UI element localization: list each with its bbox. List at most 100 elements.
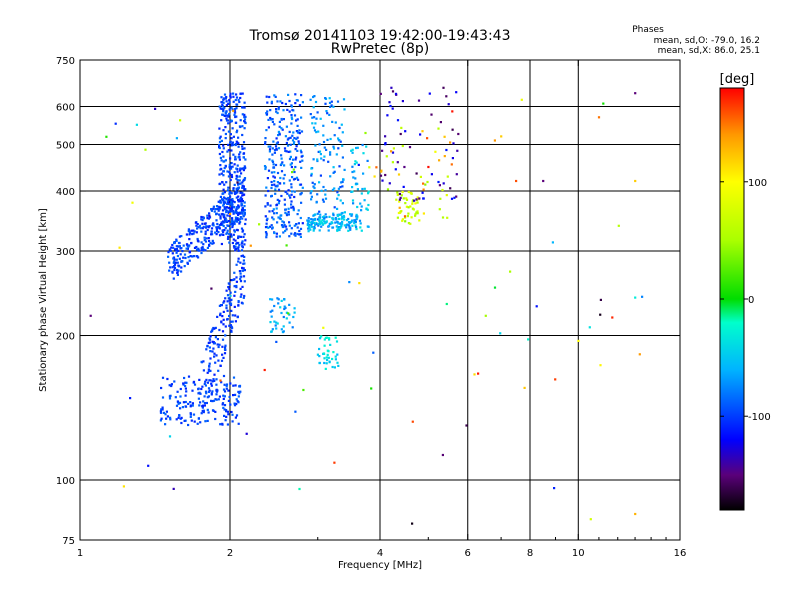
- data-point: [284, 306, 287, 309]
- data-point: [356, 215, 359, 218]
- data-point: [233, 201, 236, 204]
- data-point: [235, 187, 238, 190]
- data-point: [274, 145, 278, 148]
- data-point: [213, 373, 216, 376]
- data-point: [224, 297, 227, 300]
- data-point: [222, 110, 225, 113]
- data-point: [223, 352, 227, 355]
- data-point: [390, 150, 393, 153]
- data-point: [284, 190, 287, 193]
- data-point: [206, 217, 209, 220]
- data-point: [178, 245, 181, 248]
- data-point: [296, 118, 299, 121]
- data-point: [415, 211, 418, 214]
- data-point: [238, 222, 241, 225]
- data-point: [192, 232, 195, 235]
- data-point: [229, 210, 232, 213]
- data-point: [399, 211, 402, 214]
- data-point: [404, 216, 407, 219]
- data-point: [239, 235, 242, 238]
- data-point: [197, 392, 200, 395]
- data-point: [241, 217, 244, 220]
- data-point: [228, 283, 231, 286]
- data-point: [324, 102, 327, 105]
- data-point: [299, 227, 303, 230]
- data-point: [273, 149, 277, 152]
- data-point: [206, 228, 209, 232]
- data-point: [227, 143, 230, 146]
- data-point: [277, 147, 281, 150]
- data-point: [243, 147, 246, 150]
- data-point: [287, 213, 290, 216]
- data-point: [196, 223, 199, 226]
- data-point: [222, 356, 225, 359]
- data-point: [220, 172, 223, 175]
- data-point: [322, 326, 325, 329]
- data-point: [290, 183, 293, 186]
- data-point: [243, 101, 246, 104]
- data-point: [189, 405, 192, 408]
- data-point: [242, 267, 245, 270]
- colorbar-tick-label: 0: [748, 295, 754, 306]
- data-point: [184, 394, 187, 397]
- data-point: [284, 102, 287, 106]
- data-point: [218, 200, 221, 203]
- data-point: [229, 294, 232, 297]
- data-point: [222, 374, 226, 378]
- data-point: [227, 196, 230, 200]
- data-point: [315, 223, 318, 226]
- data-point: [280, 170, 284, 173]
- data-point: [171, 270, 174, 273]
- data-point: [384, 135, 387, 138]
- data-point: [239, 220, 242, 223]
- data-point: [307, 219, 310, 222]
- data-point: [350, 149, 353, 152]
- data-point: [237, 142, 240, 145]
- data-point: [222, 192, 225, 195]
- data-point: [360, 209, 363, 212]
- data-point: [634, 296, 637, 299]
- data-point: [169, 416, 172, 419]
- data-point: [297, 209, 300, 212]
- data-point: [322, 124, 325, 127]
- data-point: [282, 330, 285, 333]
- data-point: [267, 118, 270, 121]
- data-point: [225, 117, 228, 120]
- data-point: [204, 380, 207, 383]
- data-point: [338, 226, 341, 229]
- data-point: [227, 220, 231, 223]
- data-point: [165, 410, 168, 413]
- data-point: [219, 379, 222, 382]
- data-point: [384, 143, 387, 146]
- data-point: [224, 126, 227, 129]
- data-point: [326, 112, 329, 115]
- data-point: [413, 199, 416, 202]
- data-point: [266, 203, 269, 206]
- data-point: [237, 246, 240, 249]
- data-point: [293, 141, 296, 144]
- data-point: [233, 183, 236, 186]
- data-point: [199, 421, 202, 424]
- data-point: [191, 404, 194, 407]
- data-point: [357, 163, 360, 166]
- data-point: [273, 123, 276, 126]
- data-point: [233, 221, 236, 224]
- data-point: [234, 384, 237, 387]
- data-point: [177, 269, 180, 272]
- data-point: [292, 178, 296, 181]
- data-point: [270, 180, 273, 184]
- data-point: [226, 410, 229, 413]
- data-point: [222, 201, 225, 204]
- data-point: [392, 147, 395, 150]
- data-point: [239, 198, 242, 201]
- data-point: [232, 135, 235, 138]
- data-point: [280, 299, 283, 302]
- data-point: [317, 218, 320, 221]
- data-point: [242, 235, 245, 238]
- data-point: [234, 219, 237, 222]
- data-point: [219, 304, 223, 307]
- data-point: [367, 225, 370, 228]
- data-point: [210, 393, 213, 396]
- data-point: [275, 207, 278, 210]
- data-point: [218, 208, 221, 211]
